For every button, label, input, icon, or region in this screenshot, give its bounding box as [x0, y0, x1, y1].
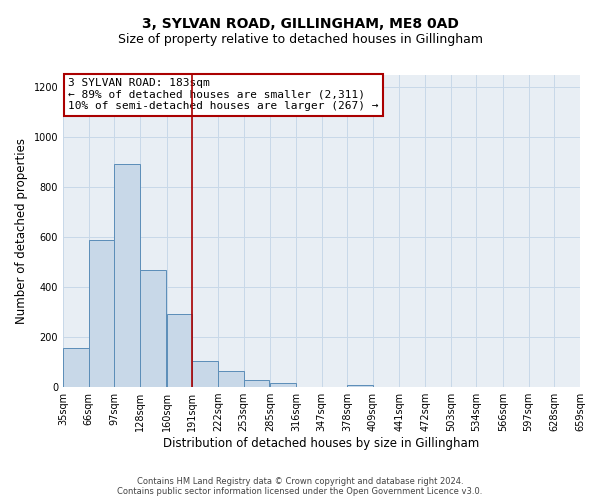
Bar [89, 240, 115, 387]
Bar [115, 164, 140, 387]
Bar [140, 270, 166, 387]
Bar [347, 384, 373, 387]
Bar [270, 384, 296, 387]
Bar [244, 380, 269, 387]
Text: Size of property relative to detached houses in Gillingham: Size of property relative to detached ho… [118, 32, 482, 46]
Bar [167, 314, 192, 387]
Y-axis label: Number of detached properties: Number of detached properties [15, 138, 28, 324]
Bar [192, 361, 218, 387]
Text: 3, SYLVAN ROAD, GILLINGHAM, ME8 0AD: 3, SYLVAN ROAD, GILLINGHAM, ME8 0AD [142, 18, 458, 32]
Bar [63, 348, 89, 387]
Text: Contains public sector information licensed under the Open Government Licence v3: Contains public sector information licen… [118, 486, 482, 496]
Text: 3 SYLVAN ROAD: 183sqm
← 89% of detached houses are smaller (2,311)
10% of semi-d: 3 SYLVAN ROAD: 183sqm ← 89% of detached … [68, 78, 379, 112]
X-axis label: Distribution of detached houses by size in Gillingham: Distribution of detached houses by size … [163, 437, 479, 450]
Text: Contains HM Land Registry data © Crown copyright and database right 2024.: Contains HM Land Registry data © Crown c… [137, 476, 463, 486]
Bar [218, 372, 244, 387]
